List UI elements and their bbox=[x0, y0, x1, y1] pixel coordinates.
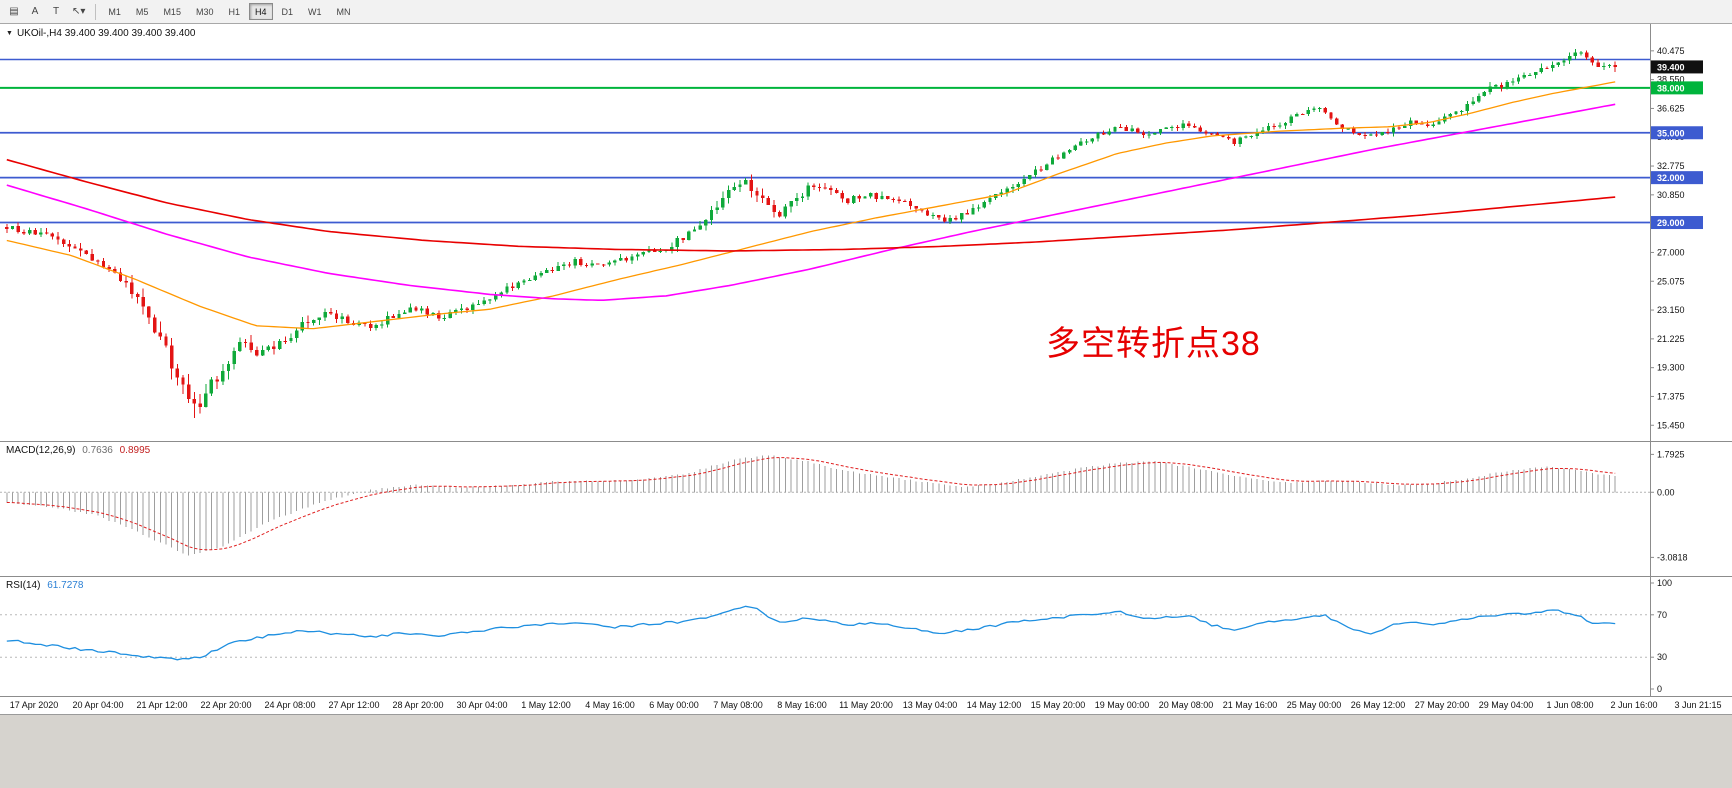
date-label: 19 May 00:00 bbox=[1094, 700, 1150, 710]
toolbar: ▤ A T ↖▾ M1 M5 M15 M30 H1 H4 D1 W1 MN bbox=[0, 0, 1732, 24]
cursor-a-button[interactable]: A bbox=[25, 3, 45, 21]
svg-text:30: 30 bbox=[1657, 652, 1667, 662]
rsi-name: RSI(14) bbox=[6, 580, 41, 591]
date-label: 17 Apr 2020 bbox=[9, 700, 59, 710]
chart-window-icon[interactable]: ▤ bbox=[4, 3, 24, 21]
timeframe-d1-button[interactable]: D1 bbox=[276, 3, 300, 20]
svg-text:27.000: 27.000 bbox=[1657, 247, 1685, 257]
timeframe-m1-button[interactable]: M1 bbox=[102, 3, 127, 20]
date-label: 6 May 00:00 bbox=[649, 700, 699, 710]
svg-text:29.000: 29.000 bbox=[1657, 218, 1685, 228]
timeframe-h1-button[interactable]: H1 bbox=[222, 3, 246, 20]
svg-text:38.550: 38.550 bbox=[1657, 75, 1685, 85]
main-chart-panel[interactable]: 40.47538.55036.62534.70032.77530.85028.9… bbox=[0, 24, 1732, 441]
svg-text:70: 70 bbox=[1657, 610, 1667, 620]
date-label: 28 Apr 20:00 bbox=[392, 700, 444, 710]
svg-text:38.000: 38.000 bbox=[1657, 83, 1685, 93]
candlestick-series bbox=[5, 48, 1617, 418]
macd-value-signal: 0.8995 bbox=[119, 445, 151, 456]
date-label: 7 May 08:00 bbox=[713, 700, 763, 710]
svg-text:100: 100 bbox=[1657, 578, 1672, 588]
svg-text:32.000: 32.000 bbox=[1657, 173, 1685, 183]
svg-text:15.450: 15.450 bbox=[1657, 420, 1685, 430]
rsi-line bbox=[6, 605, 1616, 661]
date-label: 20 Apr 04:00 bbox=[72, 700, 124, 710]
timeframe-m30-button[interactable]: M30 bbox=[190, 3, 220, 20]
svg-text:0: 0 bbox=[1657, 684, 1662, 694]
timeframe-mn-button[interactable]: MN bbox=[331, 3, 357, 20]
date-label: 26 May 12:00 bbox=[1350, 700, 1406, 710]
rsi-label: RSI(14) 61.7278 bbox=[6, 580, 83, 591]
svg-text:36.625: 36.625 bbox=[1657, 103, 1685, 113]
svg-text:0.00: 0.00 bbox=[1657, 487, 1675, 497]
chevron-down-icon[interactable]: ▼ bbox=[6, 30, 13, 37]
date-label: 4 May 16:00 bbox=[585, 700, 635, 710]
macd-name: MACD(12,26,9) bbox=[6, 445, 76, 456]
date-label: 8 May 16:00 bbox=[777, 700, 827, 710]
svg-text:32.775: 32.775 bbox=[1657, 161, 1685, 171]
crosshair-tool-dropdown[interactable]: ↖▾ bbox=[67, 3, 90, 21]
timeframe-m5-button[interactable]: M5 bbox=[130, 3, 155, 20]
rsi-panel[interactable]: 100 70 30 0 RSI(14) 61.7278 bbox=[0, 576, 1732, 696]
date-label: 13 May 04:00 bbox=[902, 700, 958, 710]
date-label: 1 Jun 08:00 bbox=[1546, 700, 1594, 710]
svg-text:30.850: 30.850 bbox=[1657, 190, 1685, 200]
svg-text:40.475: 40.475 bbox=[1657, 46, 1685, 56]
toolbar-left-tools: ▤ A T ↖▾ bbox=[4, 3, 90, 21]
svg-text:25.075: 25.075 bbox=[1657, 276, 1685, 286]
date-label: 3 Jun 21:15 bbox=[1674, 700, 1722, 710]
date-label: 27 Apr 12:00 bbox=[328, 700, 380, 710]
date-label: 21 Apr 12:00 bbox=[136, 700, 188, 710]
svg-text:23.150: 23.150 bbox=[1657, 305, 1685, 315]
text-tool-button[interactable]: T bbox=[46, 3, 66, 21]
symbol-header: ▼ UKOil-,H4 39.400 39.400 39.400 39.400 bbox=[6, 28, 195, 39]
date-label: 27 May 20:00 bbox=[1414, 700, 1470, 710]
timeframe-h4-button[interactable]: H4 bbox=[248, 3, 273, 20]
date-label: 14 May 12:00 bbox=[966, 700, 1022, 710]
ma-fast-orange bbox=[6, 81, 1616, 330]
symbol-ohlc-label: UKOil-,H4 39.400 39.400 39.400 39.400 bbox=[16, 28, 196, 39]
svg-text:-3.0818: -3.0818 bbox=[1657, 552, 1688, 562]
svg-text:21.225: 21.225 bbox=[1657, 334, 1685, 344]
date-label: 15 May 20:00 bbox=[1030, 700, 1086, 710]
ma-mid-magenta bbox=[6, 103, 1616, 301]
date-label: 22 Apr 20:00 bbox=[200, 700, 252, 710]
date-label: 25 May 00:00 bbox=[1286, 700, 1342, 710]
macd-label: MACD(12,26,9) 0.7636 0.8995 bbox=[6, 445, 150, 456]
macd-panel[interactable]: 1.7925 0.00 -3.0818 MACD(12,26,9) 0.7636 0… bbox=[0, 441, 1732, 576]
svg-text:1.7925: 1.7925 bbox=[1657, 449, 1685, 459]
timeframe-buttons: M1 M5 M15 M30 H1 H4 D1 W1 MN bbox=[101, 3, 357, 20]
price-axis: 40.47538.55036.62534.70032.77530.85028.9… bbox=[1650, 24, 1703, 441]
timeframe-w1-button[interactable]: W1 bbox=[302, 3, 328, 20]
macd-axis: 1.7925 0.00 -3.0818 bbox=[1650, 442, 1688, 576]
svg-text:17.375: 17.375 bbox=[1657, 391, 1685, 401]
svg-text:39.400: 39.400 bbox=[1657, 62, 1685, 72]
rsi-axis: 100 70 30 0 bbox=[1650, 577, 1672, 696]
rsi-canvas[interactable]: 100 70 30 0 bbox=[0, 577, 1732, 696]
timeframe-m15-button[interactable]: M15 bbox=[157, 3, 187, 20]
ma-slow-red bbox=[6, 158, 1616, 252]
horizontal-lines bbox=[0, 58, 1650, 224]
date-label: 1 May 12:00 bbox=[521, 700, 571, 710]
date-label: 2 Jun 16:00 bbox=[1610, 700, 1658, 710]
date-label: 20 May 08:00 bbox=[1158, 700, 1214, 710]
toolbar-separator bbox=[95, 3, 97, 20]
svg-text:19.300: 19.300 bbox=[1657, 363, 1685, 373]
date-label: 11 May 20:00 bbox=[839, 700, 893, 710]
rsi-value: 61.7278 bbox=[47, 580, 84, 591]
svg-text:35.000: 35.000 bbox=[1657, 128, 1685, 138]
date-label: 29 May 04:00 bbox=[1478, 700, 1534, 710]
status-bar bbox=[0, 714, 1732, 788]
date-label: 30 Apr 04:00 bbox=[456, 700, 508, 710]
chart-annotation: 多空转折点38 bbox=[1046, 325, 1261, 363]
date-label: 24 Apr 08:00 bbox=[264, 700, 316, 710]
date-label: 21 May 16:00 bbox=[1222, 700, 1278, 710]
time-axis[interactable]: 17 Apr 2020 20 Apr 04:00 21 Apr 12:00 22 Ap… bbox=[0, 696, 1732, 714]
macd-canvas[interactable]: 1.7925 0.00 -3.0818 bbox=[0, 442, 1732, 576]
macd-value-main: 0.7636 bbox=[82, 445, 113, 456]
main-chart-canvas[interactable]: 40.47538.55036.62534.70032.77530.85028.9… bbox=[0, 24, 1732, 441]
macd-signal-line bbox=[6, 457, 1616, 551]
